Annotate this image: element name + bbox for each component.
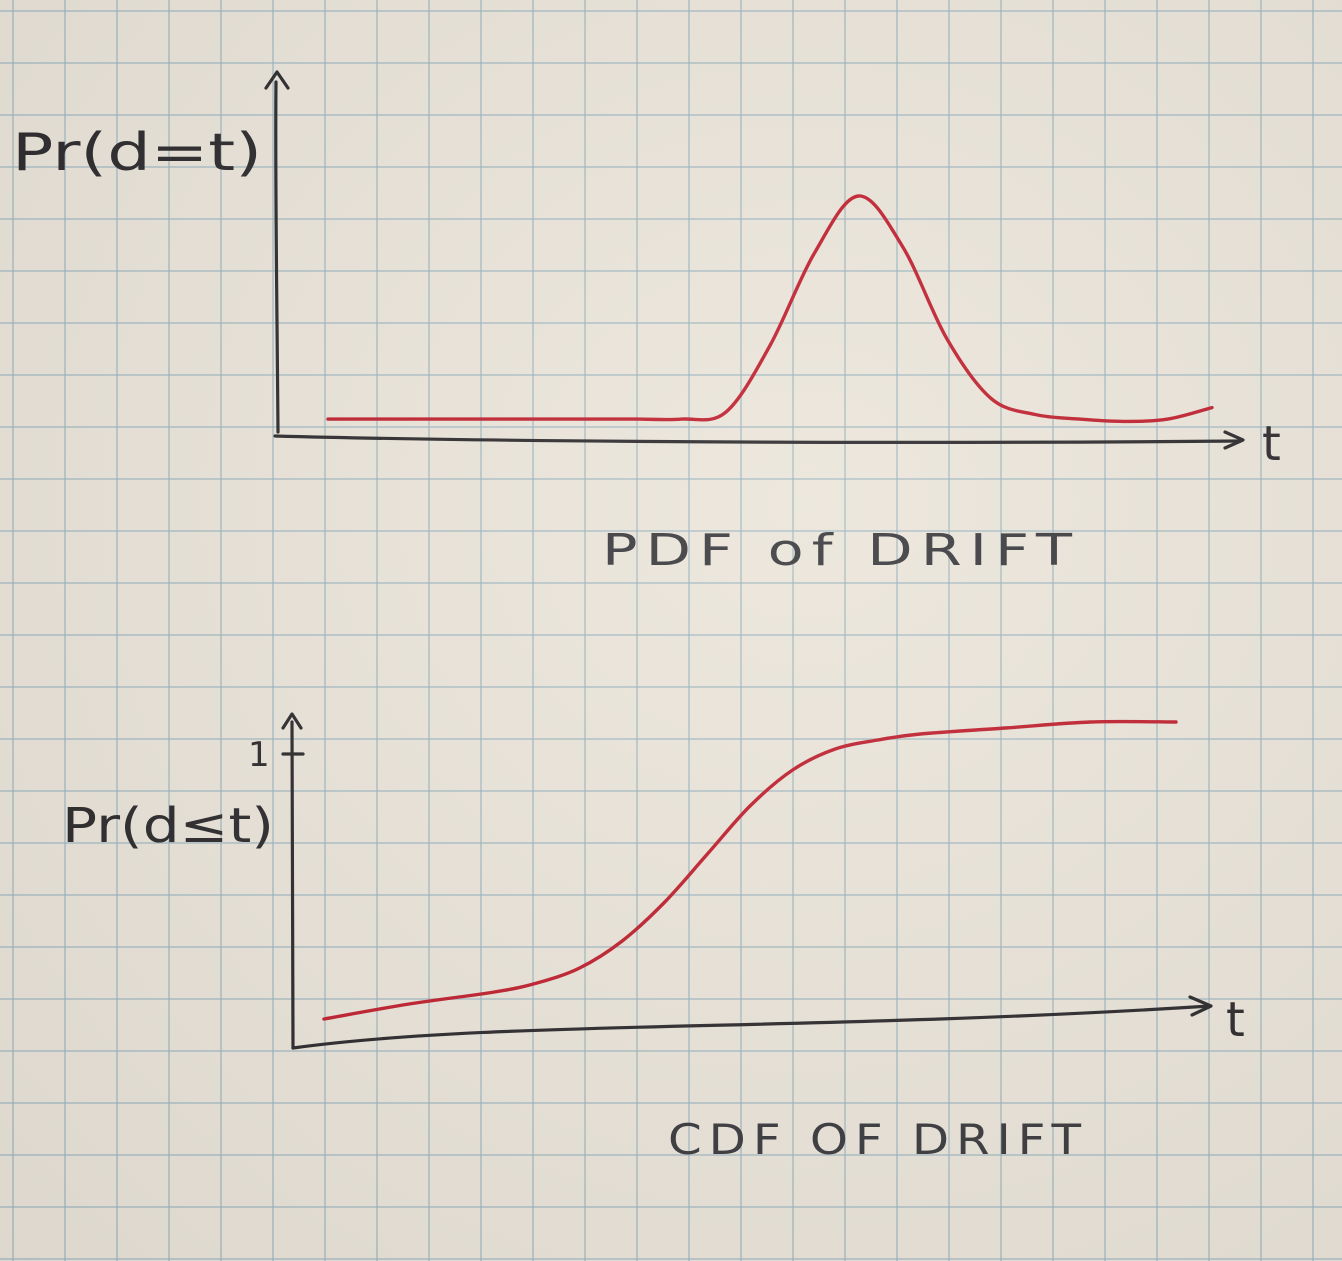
cdf-x-axis-arrowhead (1188, 995, 1213, 1017)
pdf-x-axis (273, 434, 1242, 444)
cdf-y-tick-label: 1 (248, 735, 270, 775)
pdf-y-axis-label: Pr(d=t) (12, 123, 262, 183)
pdf-chart-title: PDF of DRIFT (602, 525, 1080, 576)
pdf-y-axis (274, 80, 280, 434)
pdf-x-axis-arrowhead (1223, 430, 1245, 450)
cdf-series-line (322, 719, 1178, 1021)
pdf-series-line (326, 194, 1214, 424)
cdf-x-axis-label: t (1226, 992, 1245, 1048)
cdf-chart: 1 Pr(d≤t) t CDF OF DRIFT (62, 712, 1245, 1164)
pdf-y-axis-arrowhead (264, 70, 290, 90)
cdf-x-axis (291, 1004, 1212, 1050)
cdf-y-axis-label: Pr(d≤t) (62, 798, 274, 854)
pdf-x-axis-label: t (1262, 416, 1281, 472)
cdf-y-axis-arrowhead (281, 712, 303, 730)
cdf-y-axis (290, 720, 295, 1050)
pdf-chart: Pr(d=t) t PDF of DRIFT (12, 70, 1281, 576)
cdf-chart-title: CDF OF DRIFT (668, 1115, 1088, 1164)
